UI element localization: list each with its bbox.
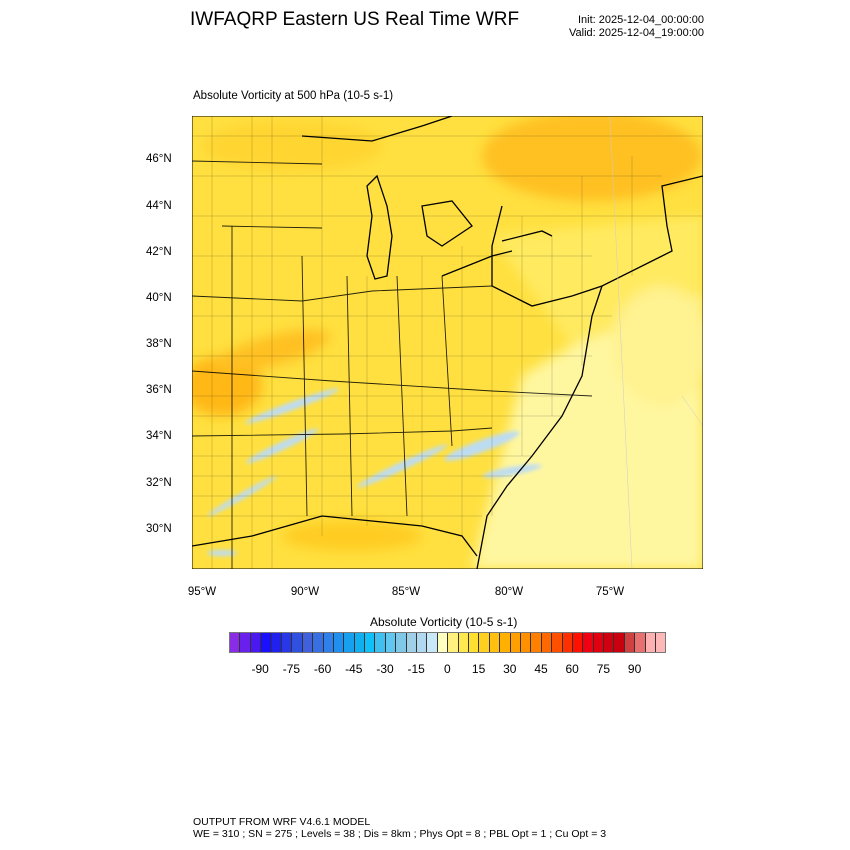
colorbar-box	[645, 633, 657, 652]
colorbar-tick-label: -75	[282, 662, 301, 676]
colorbar-box	[230, 633, 241, 652]
colorbar-box	[365, 633, 376, 652]
colorbar-box	[510, 633, 521, 652]
colorbar-box	[520, 633, 532, 652]
lat-label: 36°N	[146, 384, 172, 396]
lat-label: 42°N	[146, 246, 172, 258]
colorbar-box	[458, 633, 469, 652]
valid-time: Valid: 2025-12-04_19:00:00	[569, 27, 704, 39]
colorbar-tick-label: 75	[596, 662, 611, 676]
plot-subtitle: Absolute Vorticity at 500 hPa (10-5 s-1)	[193, 90, 394, 102]
colorbar-box	[292, 633, 303, 652]
vorticity-map	[192, 116, 703, 569]
lon-label: 75°W	[595, 586, 625, 598]
colorbar-box	[552, 633, 563, 652]
figure-title: IWFAQRP Eastern US Real Time WRF	[190, 9, 520, 30]
lat-label: 32°N	[146, 477, 172, 489]
colorbar-box	[572, 633, 584, 652]
colorbar-tick-label: 60	[565, 662, 579, 676]
colorbar-box	[240, 633, 251, 652]
lat-label: 34°N	[146, 430, 172, 442]
colorbar-box	[375, 633, 386, 652]
colorbar	[229, 632, 667, 653]
colorbar-tick-label: 45	[534, 662, 548, 676]
colorbar-box	[489, 633, 501, 652]
lon-label: 95°W	[187, 586, 217, 598]
colorbar-tick-label: -30	[376, 662, 394, 676]
colorbar-box	[281, 633, 293, 652]
colorbar-box	[271, 633, 282, 652]
colorbar-box	[635, 633, 646, 652]
colorbar-tick-label: -90	[251, 662, 269, 676]
colorbar-box	[385, 633, 397, 652]
colorbar-box	[437, 633, 449, 652]
init-time: Init: 2025-12-04_00:00:00	[578, 14, 704, 26]
footer: OUTPUT FROM WRF V4.6.1 MODEL WE = 310 ; …	[193, 816, 606, 840]
lake-superior	[301, 116, 453, 142]
colorbar-title: Absolute Vorticity (10-5 s-1)	[370, 615, 518, 629]
colorbar-tick-label: 90	[627, 662, 642, 676]
lake-huron	[421, 200, 473, 247]
colorbar-box	[583, 633, 594, 652]
colorbar-box	[354, 633, 366, 652]
colorbar-box	[624, 633, 636, 652]
footer-config: WE = 310 ; SN = 275 ; Levels = 38 ; Dis …	[193, 828, 607, 840]
colorbar-tick-label: -15	[407, 662, 425, 676]
colorbar-box	[261, 633, 272, 652]
lon-label: 85°W	[391, 586, 421, 598]
colorbar-tick-label: -60	[313, 662, 332, 676]
colorbar-box	[614, 633, 625, 652]
colorbar-box	[656, 633, 666, 652]
footer-model: OUTPUT FROM WRF V4.6.1 MODEL	[193, 816, 371, 828]
colorbar-box	[541, 633, 553, 652]
lat-label: 38°N	[146, 338, 172, 350]
colorbar-box	[448, 633, 459, 652]
colorbar-box	[396, 633, 407, 652]
colorbar-box	[604, 633, 615, 652]
colorbar-box	[593, 633, 605, 652]
negative-vorticity-streaks	[207, 388, 542, 556]
colorbar-box	[323, 633, 334, 652]
colorbar-box	[417, 633, 428, 652]
lon-label: 90°W	[290, 586, 320, 598]
graticule	[609, 116, 703, 569]
colorbar-box	[333, 633, 345, 652]
colorbar-tick-label: 0	[444, 662, 451, 676]
colorbar-box	[531, 633, 542, 652]
lat-label: 44°N	[146, 200, 172, 212]
colorbar-box	[250, 633, 262, 652]
lon-label: 80°W	[494, 586, 524, 598]
colorbar-tick-label: -45	[345, 662, 363, 676]
colorbar-tick-label: 15	[471, 662, 486, 676]
colorbar-box	[406, 633, 418, 652]
lat-label: 40°N	[146, 292, 172, 304]
colorbar-box	[468, 633, 480, 652]
county-borders	[192, 116, 703, 569]
lake-michigan	[366, 174, 393, 280]
colorbar-box	[344, 633, 355, 652]
colorbar-box	[302, 633, 314, 652]
colorbar-box	[313, 633, 324, 652]
lat-label: 30°N	[146, 523, 172, 535]
colorbar-tick-label: 30	[503, 662, 517, 676]
vorticity-field	[192, 116, 703, 569]
colorbar-box	[427, 633, 438, 652]
colorbar-box	[500, 633, 511, 652]
time-info: Init: 2025-12-04_00:00:00 Valid: 2025-12…	[569, 14, 704, 40]
lake-ontario	[501, 230, 553, 242]
colorbar-box	[562, 633, 573, 652]
colorbar-box	[479, 633, 490, 652]
lat-label: 46°N	[146, 153, 172, 165]
